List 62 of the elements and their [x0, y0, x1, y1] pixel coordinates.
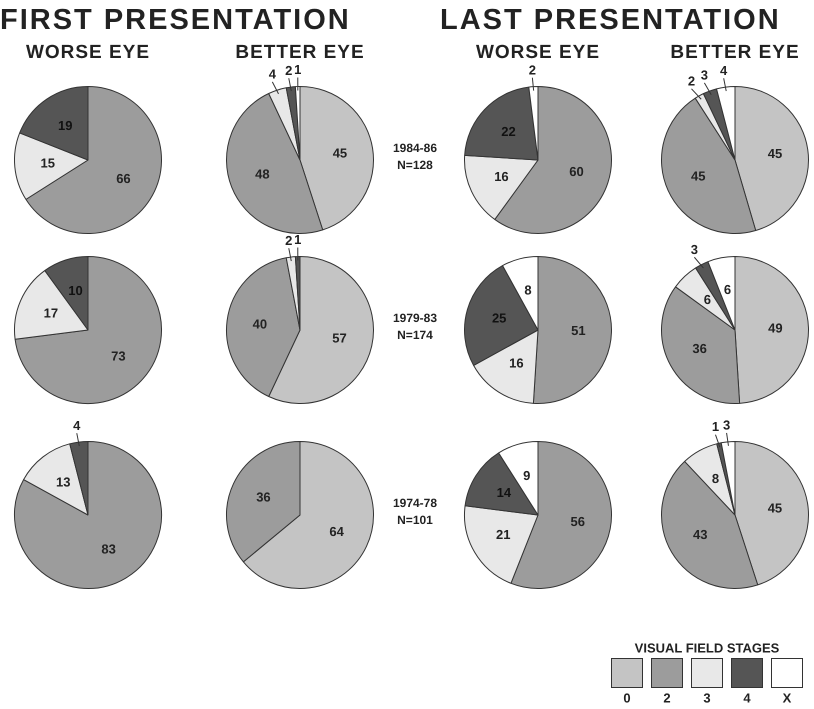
data-label: 45: [690, 168, 706, 184]
data-label: 73: [111, 348, 126, 364]
data-label: 16: [494, 168, 509, 184]
data-label: 48: [255, 166, 270, 182]
data-label: 66: [116, 171, 131, 186]
data-label: 3: [722, 417, 730, 432]
text: 1979-83 N=174: [392, 310, 438, 344]
data-label: 49: [768, 320, 783, 336]
data-label: 25: [492, 310, 506, 326]
data-label: 45: [768, 500, 782, 516]
data-label: 4: [73, 418, 82, 433]
data-label: 40: [252, 316, 268, 332]
text: 1974-78 N=101: [392, 495, 438, 529]
data-label: 13: [56, 474, 70, 490]
data-label: 36: [692, 341, 707, 356]
data-label: 8: [712, 471, 720, 486]
data-label: 6: [704, 292, 711, 308]
data-label: 9: [523, 468, 530, 483]
legend-label: 2: [663, 690, 671, 706]
text: 1984-86 N=128: [392, 140, 438, 174]
data-label: 2: [285, 232, 292, 248]
data-label: 2: [285, 62, 292, 78]
data-label: 2: [688, 73, 696, 88]
data-label: 64: [329, 524, 345, 539]
chart-subtitle: WORSE EYE: [24, 42, 152, 64]
data-label: 15: [40, 155, 55, 170]
legend-label: 3: [703, 690, 711, 706]
legend-label: X: [782, 690, 792, 706]
data-label: 6: [724, 282, 732, 297]
data-label: 19: [58, 118, 73, 134]
data-label: 1: [712, 419, 720, 434]
chart-subtitle: BETTER EYE: [669, 42, 801, 64]
legend-label: 4: [743, 690, 752, 706]
data-label: 17: [44, 306, 58, 321]
legend-title: VISUAL FIELD STAGES: [634, 640, 780, 656]
data-label: 43: [692, 527, 708, 542]
data-label: 60: [569, 164, 584, 180]
data-label: 57: [332, 330, 347, 346]
data-label: 16: [509, 356, 524, 371]
legend-label: 0: [623, 690, 631, 706]
data-label: 8: [524, 282, 532, 298]
data-label: 10: [68, 283, 83, 298]
data-label: 1: [294, 62, 302, 78]
data-label: 56: [570, 514, 585, 530]
chart-subtitle: BETTER EYE: [234, 42, 366, 64]
data-label: 45: [332, 145, 348, 160]
data-label: 4: [268, 66, 277, 82]
data-label: 3: [690, 242, 698, 257]
data-label: 4: [720, 62, 728, 78]
data-label: 45: [768, 146, 782, 161]
chart-title: FIRST PRESENTATION: [0, 4, 351, 37]
data-label: 22: [501, 124, 516, 139]
data-label: 21: [496, 527, 510, 542]
data-label: 1: [294, 232, 302, 248]
data-label: 3: [700, 67, 708, 82]
data-label: 51: [571, 322, 586, 338]
data-label: 2: [528, 62, 536, 78]
data-label: 36: [256, 489, 271, 504]
data-label: 14: [496, 484, 512, 500]
data-label: 83: [101, 541, 116, 556]
chart-title: LAST PRESENTATION: [440, 4, 781, 37]
chart-subtitle: WORSE EYE: [474, 42, 602, 64]
